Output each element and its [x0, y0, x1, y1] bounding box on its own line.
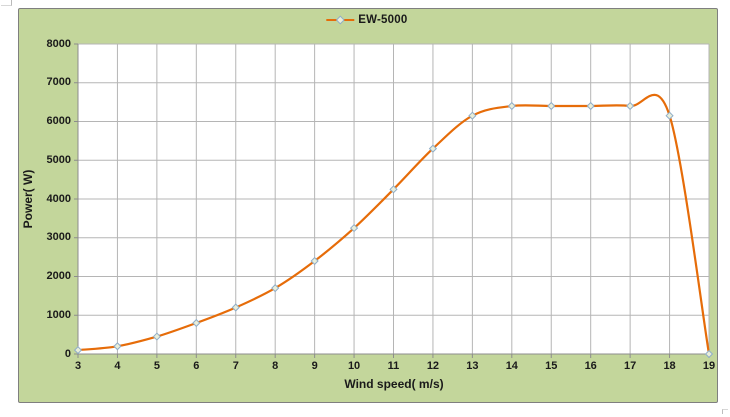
corner-artifact-top-left	[1, 0, 12, 6]
data-point-marker	[349, 223, 359, 233]
data-point-marker	[152, 332, 161, 341]
y-tick-label: 4000	[46, 192, 71, 205]
x-tick-label: 16	[584, 360, 597, 372]
y-tick-label: 5000	[46, 153, 71, 166]
x-tick-label: 5	[153, 360, 160, 372]
y-tick-label: 6000	[46, 115, 71, 127]
data-point-marker	[231, 303, 240, 312]
corner-artifact-bottom-right	[722, 409, 728, 414]
x-tick-label: 10	[347, 360, 361, 372]
y-tick-label: 7000	[46, 76, 71, 89]
y-tick-label: 0	[64, 347, 71, 360]
x-tick-label: 9	[311, 360, 318, 372]
x-tick-label: 11	[387, 360, 400, 372]
wind-turbine-power-curve-chart[interactable]: EW-5000 Power( W) Wind speed( m/s) 0 1000…	[18, 8, 718, 403]
data-point-marker	[271, 284, 280, 293]
legend: EW-5000	[325, 12, 407, 28]
x-tick-label: 19	[702, 360, 716, 372]
y-tick-label: 1000	[46, 308, 71, 321]
x-tick-label: 4	[114, 360, 121, 372]
x-tick-label: 15	[545, 360, 558, 372]
x-tick-label: 14	[505, 360, 518, 372]
y-tick-label: 8000	[46, 37, 71, 50]
x-tick-label: 6	[193, 360, 200, 372]
data-point-marker	[507, 101, 516, 111]
x-tick-label: 17	[624, 360, 637, 372]
data-point-marker	[310, 256, 319, 266]
plot-area	[73, 43, 714, 359]
x-axis-title: Wind speed( m/s)	[344, 377, 444, 391]
x-tick-label: 18	[663, 360, 676, 372]
y-tick-label: 2000	[46, 270, 71, 282]
legend-line-marker-icon	[326, 15, 355, 25]
data-point-marker	[468, 111, 477, 120]
data-point-marker	[192, 318, 201, 328]
x-tick-label: 3	[74, 360, 82, 372]
x-tick-label: 12	[426, 360, 440, 372]
data-point-marker	[626, 101, 635, 111]
data-point-marker	[547, 101, 556, 111]
data-point-marker	[428, 144, 438, 153]
x-tick-label: 7	[232, 360, 239, 372]
legend-series-label: EW-5000	[358, 14, 408, 26]
data-point-marker	[113, 342, 122, 351]
y-tick-label: 3000	[46, 231, 71, 244]
x-tick-label: 8	[272, 360, 279, 372]
data-point-marker	[586, 101, 595, 111]
data-point-marker	[389, 185, 398, 194]
data-point-marker	[665, 111, 674, 120]
x-tick-label: 13	[466, 360, 479, 372]
data-point-marker	[73, 346, 83, 355]
data-point-marker	[704, 349, 714, 359]
